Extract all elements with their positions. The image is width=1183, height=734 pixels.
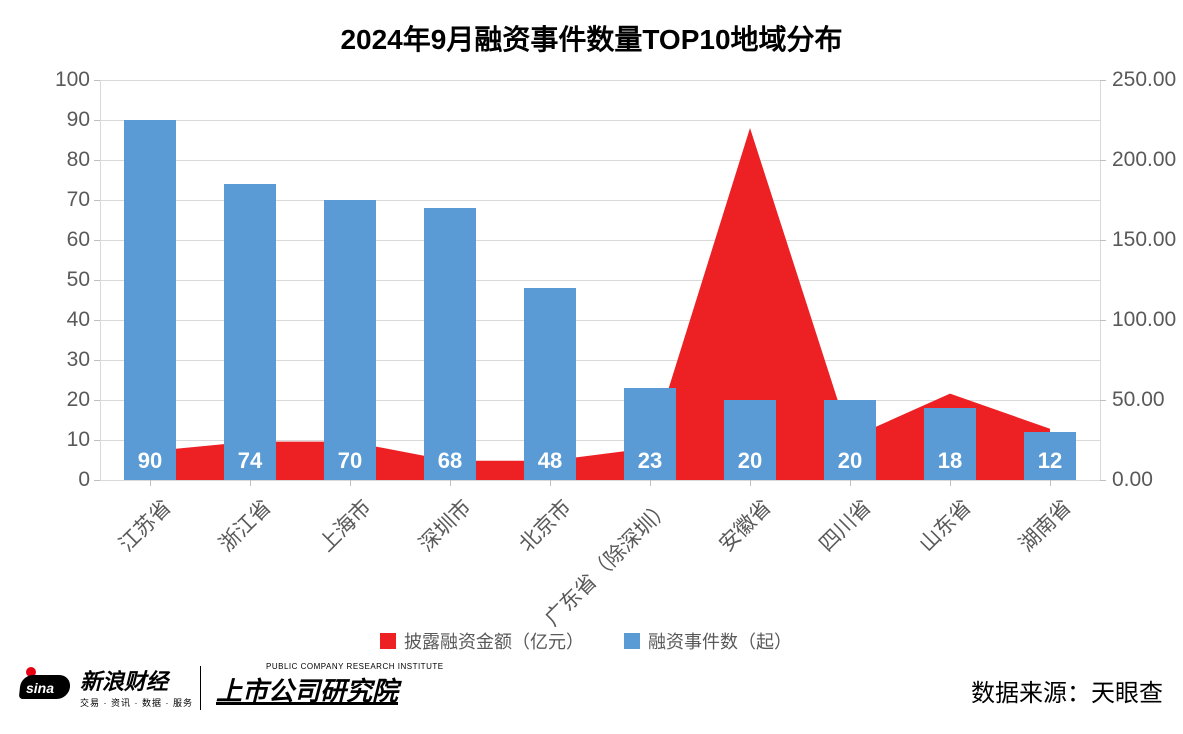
left-axis-tick: 80 [30,148,90,172]
x-tick-mark [350,480,351,486]
x-tick-mark [1050,480,1051,486]
brand-sina-block: sina 新浪财经 交易 · 资讯 · 数据 · 服务 [20,664,193,709]
x-tick-mark [850,480,851,486]
legend: 披露融资金额（亿元） 融资事件数（起） [380,628,792,654]
right-tick-mark [1100,160,1106,161]
left-axis-tick: 10 [30,428,90,452]
x-tick-mark [450,480,451,486]
left-axis-tick: 60 [30,228,90,252]
left-axis-tick: 0 [30,468,90,492]
x-tick-mark [150,480,151,486]
legend-swatch-events [624,633,640,649]
right-axis-tick: 50.00 [1112,388,1183,412]
brand-divider [200,666,201,710]
bar-value-label: 48 [524,448,576,474]
right-tick-mark [1100,80,1106,81]
brand-institute-block: PUBLIC COMPANY RESEARCH INSTITUTE 上市公司研究… [216,662,444,708]
bar-value-label: 12 [1024,448,1076,474]
bar [124,120,176,480]
right-tick-mark [1100,240,1106,241]
right-axis-tick: 0.00 [1112,468,1183,492]
x-tick-mark [950,480,951,486]
right-axis-tick: 150.00 [1112,228,1183,252]
left-axis-tick: 20 [30,388,90,412]
bar-value-label: 90 [124,448,176,474]
data-source: 数据来源：天眼查 [971,673,1163,708]
left-axis-tick: 30 [30,348,90,372]
right-tick-mark [1100,400,1106,401]
x-tick-mark [650,480,651,486]
bar [224,184,276,480]
bar-value-label: 20 [824,448,876,474]
bar-value-label: 20 [724,448,776,474]
legend-label-events: 融资事件数（起） [648,628,792,654]
plot-area: 01020304050607080901000.0050.00100.00150… [100,80,1100,480]
legend-item-amount: 披露融资金额（亿元） [380,628,584,654]
left-axis-tick: 40 [30,308,90,332]
brand-sina-text: 新浪财经 交易 · 资讯 · 数据 · 服务 [80,664,193,709]
legend-swatch-amount [380,633,396,649]
bar-value-label: 68 [424,448,476,474]
right-axis-tick: 250.00 [1112,68,1183,92]
chart-title: 2024年9月融资事件数量TOP10地域分布 [0,18,1183,58]
chart-container: 2024年9月融资事件数量TOP10地域分布 01020304050607080… [0,0,1183,734]
right-tick-mark [1100,480,1106,481]
bar-value-label: 70 [324,448,376,474]
right-tick-mark [1100,320,1106,321]
bar-value-label: 18 [924,448,976,474]
legend-item-events: 融资事件数（起） [624,628,792,654]
sina-logo-icon: sina [20,667,74,707]
footer: sina 新浪财经 交易 · 资讯 · 数据 · 服务 PUBLIC COMPA… [20,662,1163,718]
left-axis-tick: 100 [30,68,90,92]
x-tick-mark [550,480,551,486]
bar-value-label: 74 [224,448,276,474]
left-axis-tick: 50 [30,268,90,292]
right-axis-tick: 200.00 [1112,148,1183,172]
legend-label-amount: 披露融资金额（亿元） [404,628,584,654]
right-axis-tick: 100.00 [1112,308,1183,332]
x-tick-mark [750,480,751,486]
bar-value-label: 23 [624,448,676,474]
right-axis-line [1100,80,1101,480]
bar [424,208,476,480]
x-tick-mark [250,480,251,486]
left-axis-tick: 90 [30,108,90,132]
bar [324,200,376,480]
left-axis-tick: 70 [30,188,90,212]
